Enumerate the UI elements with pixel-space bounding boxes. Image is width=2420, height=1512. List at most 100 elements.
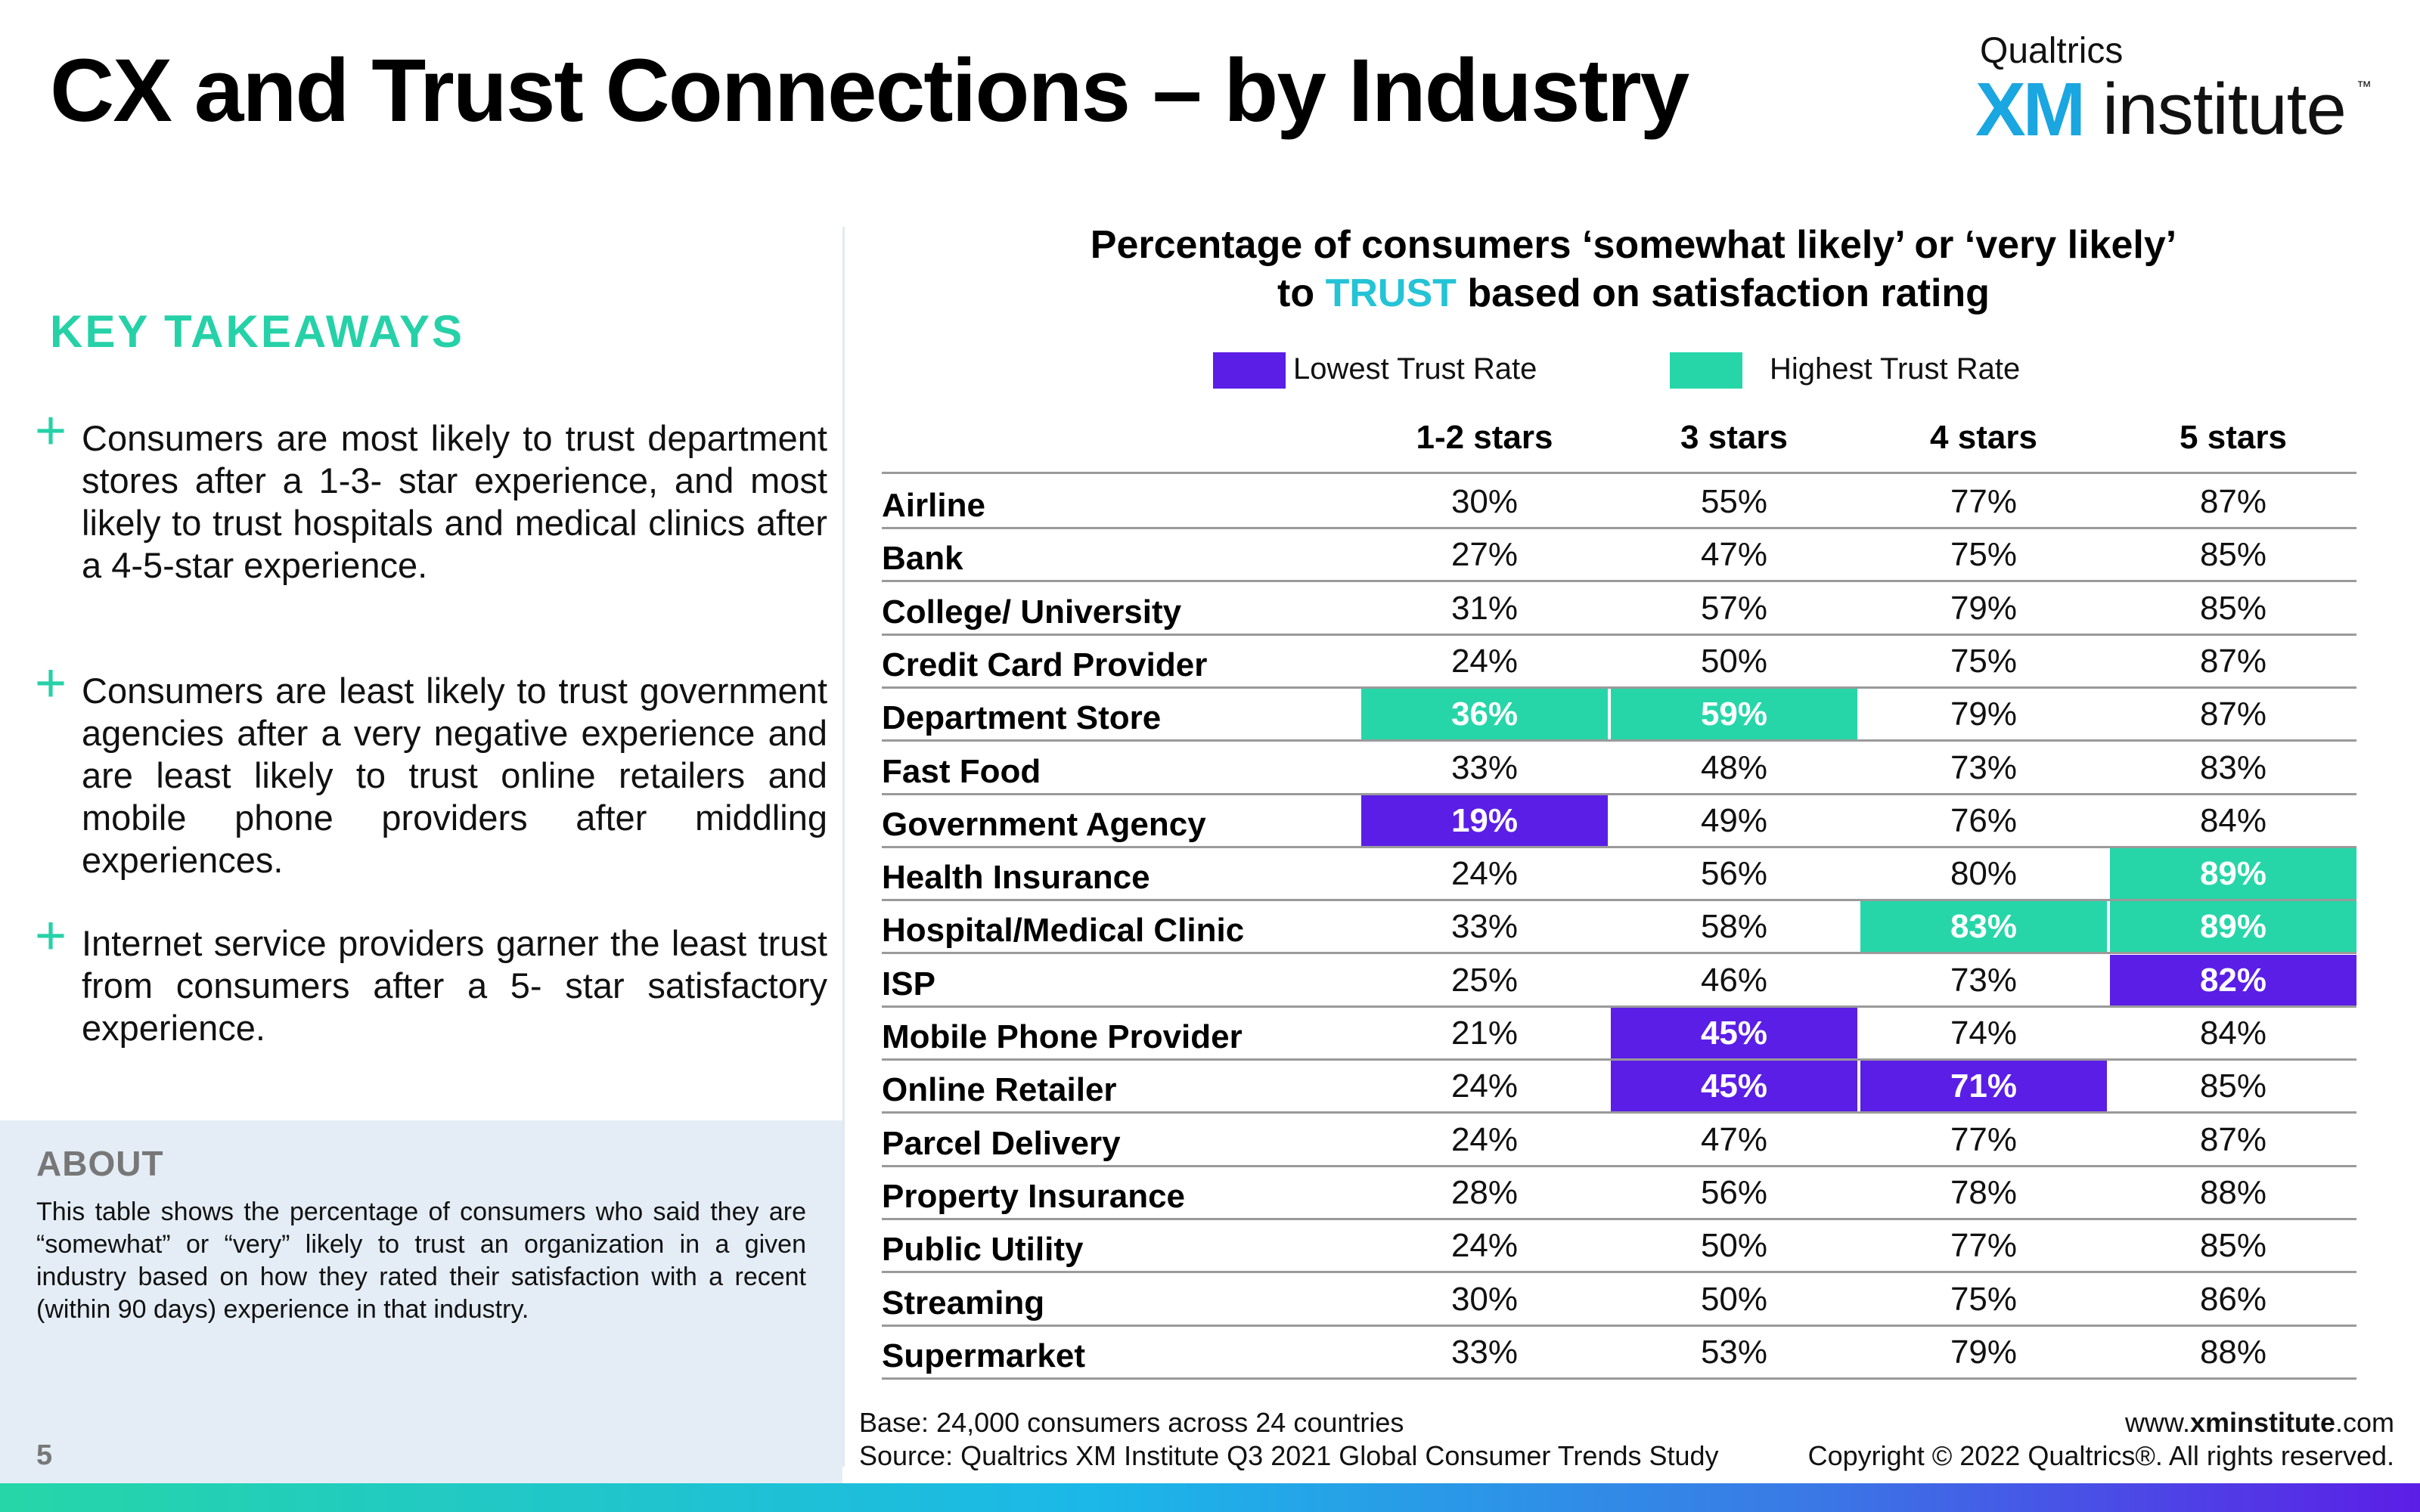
row-divider	[882, 1058, 2356, 1061]
column-header: 3 stars	[1680, 419, 1788, 456]
row-divider	[882, 846, 2356, 848]
table-cell: 33%	[1450, 1334, 1519, 1371]
row-label: ISP	[882, 965, 935, 1002]
footer-notes: Base: 24,000 consumers across 24 countri…	[859, 1406, 1719, 1473]
table-cell: 79%	[1950, 590, 2018, 627]
table-cell: 24%	[1450, 643, 1519, 680]
chart-title-line2: to TRUST based on satisfaction rating	[877, 269, 2390, 318]
row-divider	[882, 899, 2356, 901]
gradient-bottom-bar	[0, 1483, 2420, 1512]
row-divider	[882, 1005, 2356, 1008]
table-cell: 25%	[1450, 962, 1519, 999]
table-row: Hospital/Medical Clinic 33% 58% 83% 89%	[882, 901, 2356, 954]
table-row: Supermarket 33% 53% 79% 88%	[882, 1327, 2356, 1380]
table-cell: 73%	[1950, 962, 2018, 999]
table-cell: 87%	[2199, 643, 2267, 680]
source-note: Source: Qualtrics XM Institute Q3 2021 G…	[859, 1440, 1719, 1471]
table-cell: 71%	[1860, 1061, 2107, 1111]
chart-title-line1: Percentage of consumers ‘somewhat likely…	[1090, 223, 2177, 267]
table-cell: 48%	[1700, 749, 1768, 786]
table-cell: 33%	[1450, 908, 1519, 945]
row-label: College/ University	[882, 593, 1182, 631]
table-cell: 73%	[1950, 749, 2018, 786]
column-header: 5 stars	[2180, 419, 2287, 456]
logo-xm: XM	[1975, 67, 2086, 152]
chart-title: Percentage of consumers ‘somewhat likely…	[877, 221, 2390, 318]
table-row: Fast Food 33% 48% 73% 83%	[882, 742, 2356, 795]
table-cell: 84%	[2199, 802, 2267, 839]
about-text: This table shows the percentage of consu…	[36, 1198, 806, 1324]
row-label: Parcel Delivery	[882, 1125, 1121, 1162]
table-cell: 50%	[1700, 1227, 1768, 1264]
legend-label-lowest: Lowest Trust Rate	[1293, 352, 1537, 386]
table-cell: 74%	[1950, 1015, 2018, 1052]
table-cell: 87%	[2199, 483, 2267, 520]
footer-credits: www.xminstitute.com Copyright © 2022 Qua…	[1808, 1406, 2394, 1473]
table-row: Department Store 36% 59% 79% 87%	[882, 689, 2356, 742]
copyright-text: Copyright © 2022 Qualtrics®. All rights …	[1807, 1440, 2394, 1471]
table-cell: 58%	[1700, 908, 1768, 945]
table-cell: 77%	[1950, 483, 2018, 520]
row-divider	[882, 1165, 2356, 1167]
row-divider	[882, 1271, 2356, 1273]
plus-icon: +	[35, 906, 67, 966]
logo-institute: institute	[2102, 69, 2347, 150]
table-row: Airline 30% 55% 77% 87%	[882, 476, 2356, 529]
table-row: Mobile Phone Provider 21% 45% 74% 84%	[882, 1008, 2356, 1061]
table-cell: 27%	[1450, 536, 1519, 573]
table-cell: 76%	[1950, 802, 2018, 839]
chart-title-pre: to	[1277, 271, 1326, 315]
table-row: Bank 27% 47% 75% 85%	[882, 529, 2356, 582]
table-cell: 56%	[1700, 855, 1768, 892]
row-divider	[882, 634, 2356, 636]
qualtrics-xm-institute-logo: Qualtrics XM institute ™	[1975, 30, 2372, 152]
row-divider	[882, 952, 2356, 954]
table-cell: 24%	[1450, 1067, 1519, 1105]
table-cell: 88%	[2199, 1174, 2267, 1211]
legend-swatch-highest	[1670, 352, 1742, 389]
table-cell: 77%	[1950, 1227, 2018, 1264]
table-cell: 79%	[1950, 696, 2018, 733]
takeaway-text: Consumers are least likely to trust gove…	[82, 671, 827, 880]
table-cell: 85%	[2199, 1067, 2267, 1105]
table-cell: 24%	[1450, 1121, 1519, 1158]
table-cell: 55%	[1700, 483, 1768, 520]
row-label: Health Insurance	[882, 859, 1150, 896]
table-row: College/ University 31% 57% 79% 85%	[882, 583, 2356, 636]
website-link[interactable]: www.xminstitute.com	[2124, 1407, 2394, 1438]
table-cell: 53%	[1700, 1334, 1768, 1371]
table-cell: 57%	[1700, 590, 1768, 627]
plus-icon: +	[35, 653, 67, 714]
table-cell: 75%	[1950, 536, 2018, 573]
table-cell: 36%	[1361, 689, 1608, 739]
table-cell: 82%	[2110, 955, 2356, 1005]
table-cell: 59%	[1611, 689, 1857, 739]
takeaway-text: Internet service providers garner the le…	[82, 923, 827, 1048]
table-cell: 83%	[2199, 749, 2267, 786]
key-takeaways-heading: KEY TAKEAWAYS	[50, 306, 465, 357]
row-divider	[882, 793, 2356, 795]
table-cell: 33%	[1450, 749, 1519, 786]
about-panel: ABOUT This table shows the percentage of…	[0, 1120, 842, 1512]
row-label: Supermarket	[882, 1337, 1086, 1374]
table-cell: 47%	[1700, 536, 1768, 573]
table-cell: 78%	[1950, 1174, 2018, 1211]
legend-label-highest: Highest Trust Rate	[1770, 352, 2021, 386]
table-row: Public Utility 24% 50% 77% 85%	[882, 1220, 2356, 1273]
table-cell: 49%	[1700, 802, 1768, 839]
column-divider	[842, 227, 845, 1467]
row-label: Property Insurance	[882, 1178, 1186, 1215]
table-cell: 87%	[2199, 696, 2267, 733]
table-cell: 79%	[1950, 1334, 2018, 1371]
table-row: ISP 25% 46% 73% 82%	[882, 955, 2356, 1008]
table-cell: 89%	[2110, 901, 2356, 952]
legend-swatch-lowest	[1213, 352, 1286, 389]
row-divider	[882, 1325, 2356, 1327]
table-row: Health Insurance 24% 56% 80% 89%	[882, 848, 2356, 901]
table-cell: 75%	[1950, 1281, 2018, 1318]
plus-icon: +	[35, 401, 67, 461]
row-label: Fast Food	[882, 753, 1041, 790]
column-header: 4 stars	[1930, 419, 2037, 456]
table-cell: 21%	[1450, 1015, 1519, 1052]
table-cell: 30%	[1450, 1281, 1519, 1318]
